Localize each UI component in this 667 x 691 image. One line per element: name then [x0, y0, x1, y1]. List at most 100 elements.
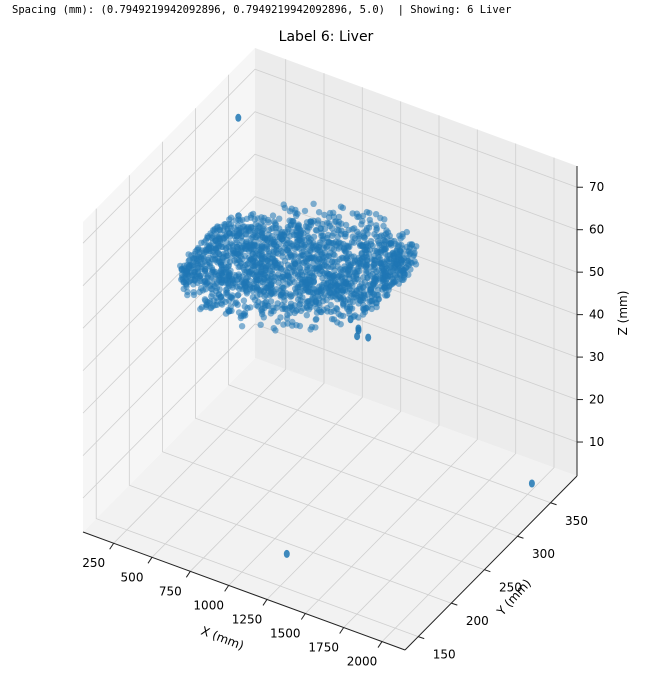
data-point: [331, 218, 339, 225]
data-point: [380, 241, 388, 248]
data-point: [354, 332, 361, 341]
y-tick-mark: [484, 569, 491, 573]
data-point: [216, 286, 223, 293]
data-point: [191, 250, 198, 258]
data-point: [325, 214, 333, 221]
data-point: [177, 262, 184, 270]
grid-lines: [82, 59, 578, 642]
data-point: [333, 282, 340, 289]
data-point: [347, 262, 354, 269]
x-grid-line: [381, 157, 555, 642]
data-point: [310, 233, 318, 240]
data-point: [302, 285, 309, 292]
data-point: [227, 220, 235, 228]
data-point: [365, 224, 373, 231]
data-point: [280, 271, 287, 278]
data-point: [303, 219, 311, 226]
data-point: [195, 246, 202, 253]
data-point: [308, 254, 315, 262]
data-point: [230, 230, 238, 237]
data-point: [347, 315, 354, 324]
x-grid-line: [343, 143, 517, 628]
data-point: [201, 296, 209, 303]
data-point: [204, 243, 211, 250]
data-point: [355, 314, 362, 321]
data-point: [373, 303, 380, 311]
data-point: [305, 224, 313, 231]
data-point: [238, 323, 246, 330]
data-point: [205, 259, 212, 266]
data-point: [297, 265, 304, 272]
data-point: [235, 113, 242, 122]
data-point: [268, 225, 275, 232]
data-point: [211, 225, 218, 233]
y-tick-label: 250: [499, 581, 522, 595]
data-point: [360, 261, 368, 268]
status-line: Spacing (mm): (0.7949219942092896, 0.794…: [12, 4, 512, 16]
y-tick-label: 350: [565, 514, 588, 528]
data-point: [235, 309, 243, 316]
z-grid-line: [82, 196, 578, 371]
data-point: [197, 305, 204, 313]
data-point: [337, 321, 344, 328]
data-point: [407, 250, 414, 257]
data-point: [206, 298, 214, 305]
x-axis-line: [82, 531, 406, 651]
data-point: [273, 304, 280, 311]
data-point: [198, 239, 205, 246]
data-point: [296, 322, 304, 330]
data-point: [368, 305, 375, 313]
data-point: [265, 219, 272, 226]
data-point: [236, 263, 244, 270]
data-point: [373, 291, 381, 299]
data-point: [393, 260, 401, 267]
x-axis-label: X (mm): [199, 624, 246, 653]
data-point: [278, 232, 285, 239]
data-point: [330, 307, 338, 315]
data-point: [280, 321, 287, 328]
data-point: [185, 278, 192, 286]
data-point: [295, 258, 302, 265]
data-point: [372, 278, 379, 285]
data-point: [292, 285, 299, 292]
data-point: [327, 301, 334, 309]
data-point: [329, 258, 336, 265]
data-point: [366, 209, 373, 217]
data-point: [353, 210, 361, 217]
data-point: [267, 310, 275, 317]
data-point: [218, 259, 225, 266]
data-point: [255, 298, 262, 306]
data-point: [276, 215, 283, 222]
z-tick-label: 20: [589, 393, 604, 407]
data-point: [361, 234, 368, 241]
data-point: [528, 479, 535, 488]
data-point: [240, 297, 248, 304]
data-point: [304, 276, 311, 283]
x-tick-label: 1000: [193, 598, 224, 612]
data-point: [232, 217, 240, 224]
data-point: [201, 278, 209, 285]
data-point: [244, 274, 251, 281]
data-point: [380, 276, 387, 283]
data-point: [374, 286, 382, 294]
data-point: [310, 285, 317, 292]
data-point: [219, 297, 226, 304]
data-point: [251, 277, 259, 285]
data-point: [303, 258, 310, 265]
data-point: [246, 257, 253, 264]
data-point: [319, 236, 326, 243]
data-point: [321, 211, 328, 219]
data-point: [295, 222, 302, 229]
data-point: [217, 275, 225, 282]
data-point: [318, 282, 326, 289]
data-point: [234, 250, 242, 257]
data-point: [235, 232, 242, 239]
data-point: [388, 237, 395, 244]
data-point: [367, 281, 374, 288]
data-point: [227, 267, 234, 274]
x-grid-line: [228, 101, 402, 586]
data-point: [284, 261, 292, 269]
data-point: [293, 212, 300, 219]
data-point: [406, 244, 414, 251]
axes-panes: [83, 48, 577, 650]
